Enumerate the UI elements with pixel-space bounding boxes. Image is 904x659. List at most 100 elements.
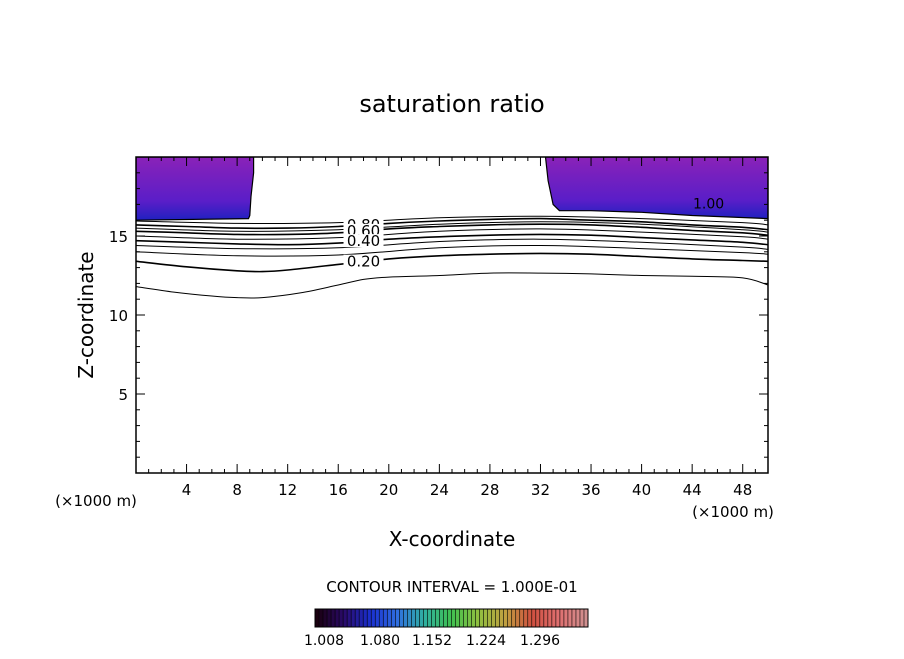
colorbar-tick-label: 1.152 (412, 633, 452, 649)
colorbar-frame (314, 608, 589, 628)
colorbar-swatch (579, 609, 585, 627)
colorbar: 1.008 1.080 1.152 1.224 1.296 (304, 608, 589, 649)
contour-line-layer (136, 215, 768, 299)
chart-title: saturation ratio (359, 90, 544, 118)
colorbar-swatch (543, 609, 549, 627)
colorbar-swatch (415, 609, 420, 627)
supersaturated-region-2 (544, 157, 768, 220)
colorbar-swatch (347, 609, 352, 627)
x-axis-label: X-coordinate (389, 527, 516, 551)
colorbar-swatch (395, 609, 400, 627)
colorbar-swatch (467, 609, 472, 627)
minor-contour-line-3 (136, 228, 768, 240)
colorbar-swatch (547, 609, 553, 627)
colorbar-swatch (519, 609, 525, 627)
colorbar-swatch (431, 609, 436, 627)
y-tick-label: 15 (109, 228, 128, 246)
colorbar-tick-label: 1.080 (360, 633, 400, 649)
x-tick-label: 8 (232, 481, 242, 499)
x-tick-label: 36 (581, 481, 600, 499)
colorbar-swatch (375, 609, 380, 627)
colorbar-swatch (531, 609, 537, 627)
colorbar-swatch (419, 609, 424, 627)
x-tick-label: 4 (182, 481, 192, 499)
colorbar-swatch (387, 609, 392, 627)
colorbar-swatch (563, 609, 569, 627)
colorbar-swatch (423, 609, 428, 627)
colorbar-swatch (391, 609, 396, 627)
supersaturation-fill-layer (136, 157, 768, 221)
colorbar-swatch (483, 609, 488, 627)
colorbar-swatch (407, 609, 412, 627)
colorbar-swatch (583, 609, 589, 627)
colorbar-swatch (383, 609, 388, 627)
colorbar-swatch (439, 609, 444, 627)
y-axis-label: Z-coordinate (74, 251, 98, 378)
contour-label-bg (343, 254, 384, 268)
region-boundary-label: 1.00 (693, 196, 724, 212)
y-tick-label: 5 (118, 386, 128, 404)
colorbar-swatch (451, 609, 456, 627)
contour-line-3 (136, 233, 768, 246)
colorbar-swatch (363, 609, 368, 627)
colorbar-swatch (411, 609, 416, 627)
x-tick-label: 16 (329, 481, 348, 499)
colorbar-swatch (379, 609, 384, 627)
colorbar-swatch (567, 609, 573, 627)
colorbar-swatch (495, 609, 500, 627)
colorbar-swatch (475, 609, 480, 627)
supersaturated-region-1 (136, 157, 255, 221)
contour-line-5 (136, 272, 768, 299)
colorbar-swatch (555, 609, 561, 627)
colorbar-swatch (559, 609, 565, 627)
colorbar-swatch (575, 609, 581, 627)
colorbar-swatch (511, 609, 517, 627)
colorbar-swatch (535, 609, 541, 627)
colorbar-swatch (327, 609, 332, 627)
contour-label-bg (343, 223, 384, 237)
minor-contour-line-1 (136, 215, 768, 226)
contour-line-2 (136, 223, 768, 236)
colorbar-swatch (479, 609, 484, 627)
contour-label-bg (343, 234, 384, 248)
x-unit-label: (×1000 m) (692, 503, 774, 521)
x-tick-label: 32 (531, 481, 550, 499)
x-tick-label: 40 (632, 481, 651, 499)
colorbar-swatch (463, 609, 468, 627)
x-tick-label: 12 (278, 481, 297, 499)
colorbar-swatch (571, 609, 577, 627)
z-unit-label: (×1000 m) (55, 492, 137, 510)
contour-label: 0.40 (347, 232, 380, 250)
colorbar-swatch (435, 609, 440, 627)
colorbar-swatch (471, 609, 476, 627)
colorbar-swatch (351, 609, 356, 627)
y-tick-label: 10 (109, 307, 128, 325)
colorbar-tick-label: 1.224 (466, 633, 506, 649)
contour-label: 0.20 (347, 253, 380, 271)
minor-contour-line-4 (136, 238, 768, 250)
x-tick-label: 44 (683, 481, 702, 499)
colorbar-swatch (507, 609, 513, 627)
colorbar-swatch (427, 609, 432, 627)
colorbar-swatch (551, 609, 557, 627)
contour-line-1 (136, 217, 768, 231)
x-tick-label: 28 (480, 481, 499, 499)
colorbar-swatch (527, 609, 533, 627)
colorbar-tick-label: 1.008 (304, 633, 344, 649)
colorbar-tick-label: 1.296 (520, 633, 560, 649)
x-tick-label: 20 (379, 481, 398, 499)
x-tick-label: 48 (733, 481, 752, 499)
colorbar-swatch (367, 609, 372, 627)
colorbar-swatch (443, 609, 448, 627)
minor-contour-line-5 (136, 244, 768, 257)
colorbar-swatch (319, 609, 324, 627)
contour-line-4 (136, 252, 768, 273)
colorbar-swatch (459, 609, 464, 627)
minor-contour-line-2 (136, 221, 768, 233)
colorbar-swatch (355, 609, 360, 627)
colorbar-swatch (491, 609, 496, 627)
contour-label-layer: 1.000.800.600.400.20 (343, 196, 724, 271)
